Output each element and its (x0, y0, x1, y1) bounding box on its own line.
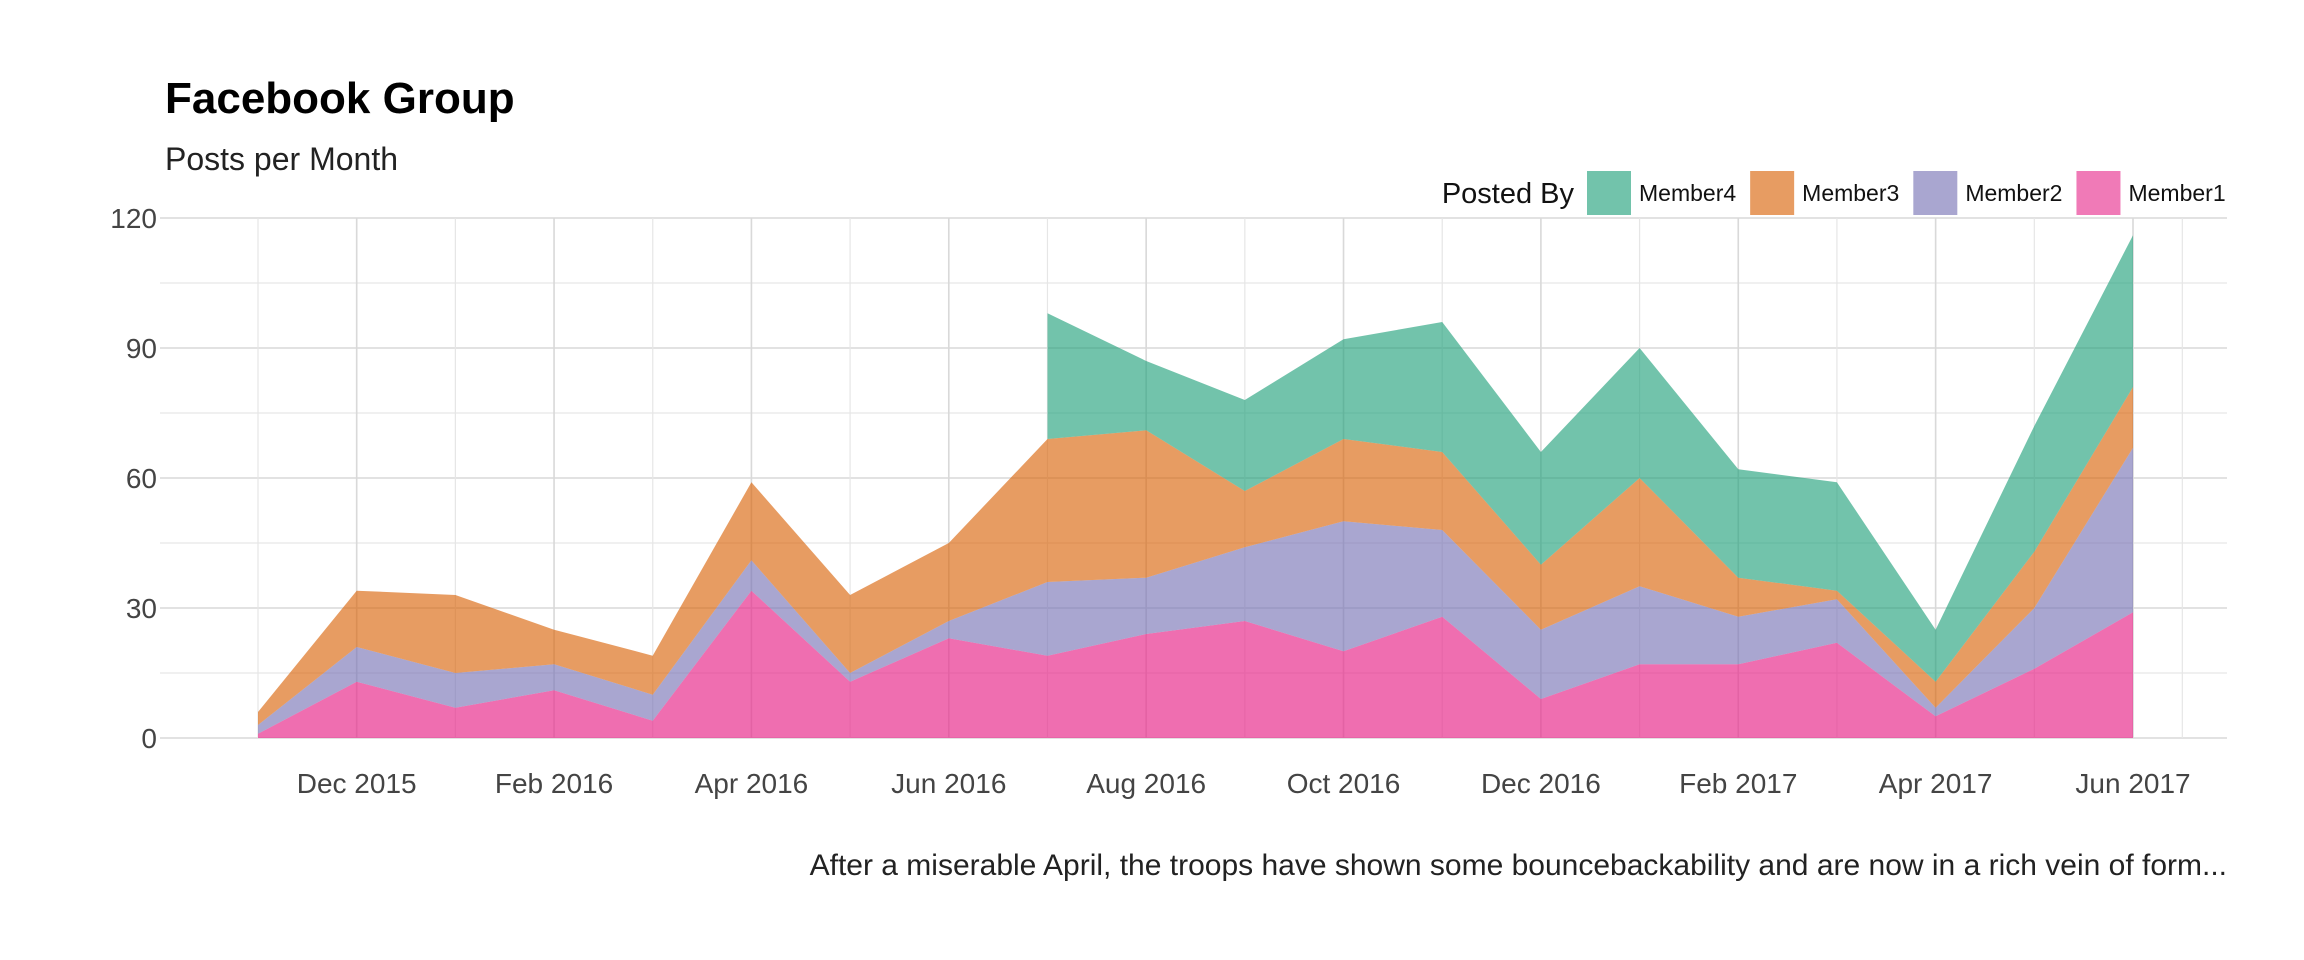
x-tick-label: Jun 2017 (2075, 768, 2190, 799)
legend-key-member2 (1913, 171, 1958, 215)
y-tick-label: 0 (141, 723, 157, 754)
x-tick-label: Apr 2017 (1879, 768, 1993, 799)
legend-label-member4: Member4 (1639, 180, 1736, 206)
area-member1 (258, 590, 2133, 738)
legend-label-member2: Member2 (1965, 180, 2062, 206)
y-tick-label: 60 (126, 463, 157, 494)
chart-subtitle: Posts per Month (165, 141, 398, 177)
y-tick-label: 120 (110, 203, 157, 234)
area-member4 (1047, 235, 2133, 682)
area-member3 (258, 387, 2133, 725)
x-axis: Dec 2015 Feb 2016 Apr 2016 Jun 2016 Aug 2016… (297, 768, 2191, 799)
area-series (258, 235, 2133, 738)
x-tick-label: Feb 2017 (1679, 768, 1797, 799)
x-tick-label: Feb 2016 (495, 768, 613, 799)
x-tick-label: Oct 2016 (1287, 768, 1401, 799)
x-tick-label: Aug 2016 (1086, 768, 1206, 799)
y-tick-label: 30 (126, 593, 157, 624)
chart-title: Facebook Group (165, 74, 515, 123)
chart-caption: After a miserable April, the troops have… (810, 849, 2227, 882)
legend-label-member1: Member1 (2128, 180, 2225, 206)
y-axis: 0 30 60 90 120 (110, 203, 157, 754)
x-tick-label: Apr 2016 (695, 768, 809, 799)
legend-label-member3: Member3 (1802, 180, 1899, 206)
legend-key-member4 (1587, 171, 1631, 215)
legend: Posted By Member4 Member3 Member2 Member1 (1442, 171, 2226, 215)
x-tick-label: Dec 2015 (297, 768, 417, 799)
x-tick-label: Jun 2016 (891, 768, 1006, 799)
legend-key-member1 (2076, 171, 2121, 215)
legend-key-member3 (1750, 171, 1795, 215)
y-tick-label: 90 (126, 333, 157, 364)
x-tick-label: Dec 2016 (1481, 768, 1601, 799)
legend-title: Posted By (1442, 178, 1575, 210)
area-member2 (258, 447, 2133, 734)
